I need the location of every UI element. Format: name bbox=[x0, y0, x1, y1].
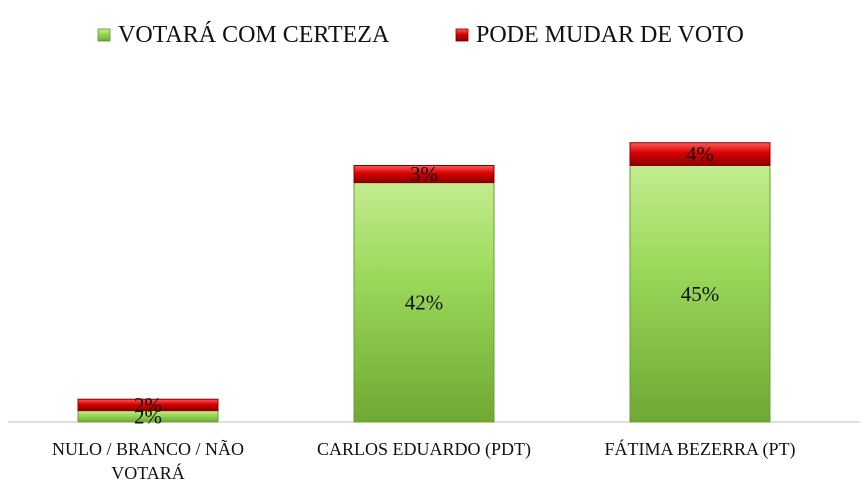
legend-item-votara-com-certeza: VOTARÁ COM CERTEZA bbox=[97, 22, 390, 48]
bars-layer: 2%2%42%3%45%4% bbox=[77, 142, 771, 428]
bar-votara-2 bbox=[629, 165, 771, 423]
legend: VOTARÁ COM CERTEZA PODE MUDAR DE VOTO bbox=[97, 22, 744, 48]
bar-pode-mudar-0 bbox=[77, 398, 219, 412]
legend-swatch-pode-mudar-de-voto bbox=[455, 28, 469, 42]
category-label-2: FÁTIMA BEZERRA (PT) bbox=[604, 438, 795, 460]
data-label-pode-mudar-0: 2% bbox=[134, 393, 162, 417]
legend-swatch-votara-com-certeza bbox=[97, 28, 111, 42]
category-labels: NULO / BRANCO / NÃO VOTARÁ CARLOS EDUARDO … bbox=[52, 438, 796, 483]
data-label-votara-2: 45% bbox=[681, 282, 720, 306]
legend-label-pode-mudar-de-voto: PODE MUDAR DE VOTO bbox=[476, 22, 744, 48]
bar-pode-mudar-1 bbox=[353, 165, 495, 184]
category-label-0-line-0: NULO / BRANCO / NÃO bbox=[52, 438, 244, 459]
data-label-votara-1: 42% bbox=[405, 290, 444, 314]
legend-item-pode-mudar-de-voto: PODE MUDAR DE VOTO bbox=[455, 22, 744, 48]
category-label-0-line-1: VOTARÁ bbox=[111, 462, 185, 483]
bar-pode-mudar-2 bbox=[629, 142, 771, 166]
legend-label-votara-com-certeza: VOTARÁ COM CERTEZA bbox=[118, 22, 390, 48]
category-label-1: CARLOS EDUARDO (PDT) bbox=[317, 439, 531, 460]
data-label-pode-mudar-2: 4% bbox=[686, 142, 714, 166]
data-label-pode-mudar-1: 3% bbox=[410, 162, 438, 186]
